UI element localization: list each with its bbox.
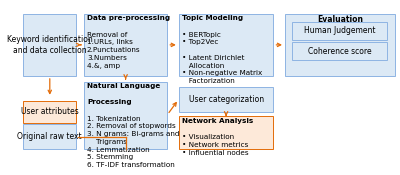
Text: Data pre-processing: Data pre-processing [87,15,170,21]
FancyBboxPatch shape [23,14,76,76]
FancyBboxPatch shape [23,101,76,122]
FancyBboxPatch shape [84,82,167,149]
Text: Coherence score: Coherence score [308,47,372,56]
Text: Removal of
1.URLs, links
2.Punctuations
3.Numbers
4.&, amp: Removal of 1.URLs, links 2.Punctuations … [87,32,140,69]
Text: Processing: Processing [87,99,132,105]
Text: 1. Tokenization
2. Removal of stopwords
3. N grams: Bi-grams and
    Trigrams
4.: 1. Tokenization 2. Removal of stopwords … [87,116,180,168]
Text: User categorization: User categorization [188,95,264,104]
FancyBboxPatch shape [84,14,167,76]
FancyBboxPatch shape [292,42,387,60]
Text: Natural Language: Natural Language [87,83,160,89]
FancyBboxPatch shape [292,22,387,40]
Text: Human Judgement: Human Judgement [304,26,376,35]
Text: • BERTopic
• Top2Vec

• Latent Dirichlet
   Allocation
• Non-negative Matrix
   : • BERTopic • Top2Vec • Latent Dirichlet … [182,32,262,84]
Text: Topic Modeling: Topic Modeling [182,15,243,21]
Text: Network Analysis: Network Analysis [182,118,253,124]
Text: Keyword identification
and data collection: Keyword identification and data collecti… [7,35,93,55]
FancyBboxPatch shape [285,14,395,76]
Text: Evaluation: Evaluation [317,15,363,24]
FancyBboxPatch shape [23,124,76,149]
Text: User attributes: User attributes [21,107,79,116]
FancyBboxPatch shape [179,87,274,112]
FancyBboxPatch shape [179,14,274,76]
FancyBboxPatch shape [179,116,274,149]
Text: Original raw text: Original raw text [18,132,82,141]
Text: • Visualization
• Network metrics
• Influential nodes: • Visualization • Network metrics • Infl… [182,134,248,156]
